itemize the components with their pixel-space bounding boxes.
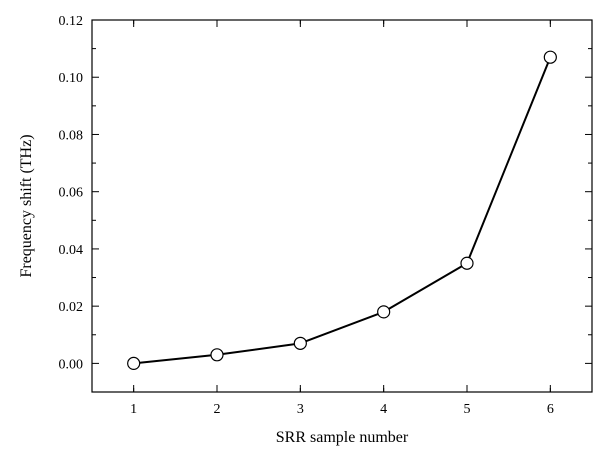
y-tick-label: 0.06 (59, 186, 84, 201)
y-tick-label: 0.00 (59, 357, 84, 372)
data-point (377, 305, 391, 319)
y-tick-label: 0.12 (59, 14, 84, 29)
x-tick-label: 6 (547, 402, 554, 417)
y-axis-label: Frequency shift (THz) (18, 134, 35, 277)
series-layer (127, 50, 557, 370)
x-tick-label: 2 (214, 402, 221, 417)
x-axis-label: SRR sample number (276, 429, 409, 446)
x-tick-label: 3 (297, 402, 304, 417)
plot-frame (91, 19, 593, 393)
y-tick-label: 0.02 (59, 300, 84, 315)
x-tick-label: 1 (130, 402, 137, 417)
x-tick-label: 5 (464, 402, 471, 417)
series-line (133, 56, 552, 365)
y-tick-label: 0.08 (59, 128, 84, 143)
data-point (127, 356, 141, 370)
x-tick-label: 4 (380, 402, 387, 417)
y-tick-label: 0.04 (59, 243, 84, 258)
data-point (543, 50, 557, 64)
data-point (210, 348, 224, 362)
y-tick-label: 0.10 (59, 71, 84, 86)
ticks-layer: 1 2 3 4 5 6 0.00 0.02 0.04 0.06 0.08 0.10 0.12 (59, 14, 592, 417)
data-point (293, 336, 307, 350)
data-point (460, 256, 474, 270)
